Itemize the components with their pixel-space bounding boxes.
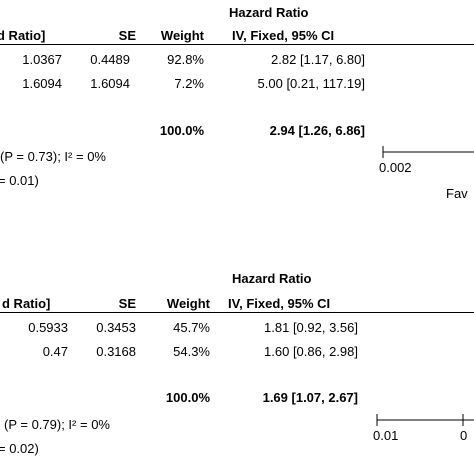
bottom-col-ci: IV, Fixed, 95% CI [228, 296, 331, 311]
bottom-header-rule [0, 312, 474, 313]
bottom-total-weight: 100.0% [165, 390, 210, 405]
bottom-row1-loghr: 0.5933 [28, 320, 68, 335]
bottom-row2-se: 0.3168 [96, 344, 136, 359]
bottom-row2-ci: 1.60 [0.86, 2.98] [264, 344, 358, 359]
top-row2-loghr: 1.6094 [22, 76, 62, 91]
top-overall-effect: = 0.01) [0, 173, 39, 188]
top-total-ci: 2.94 [1.26, 6.86] [269, 123, 365, 138]
bottom-row2-loghr: 0.47 [42, 344, 68, 359]
bottom-tick-label-2: 0 [460, 428, 467, 443]
top-row1-ci: 2.82 [1.17, 6.80] [271, 52, 365, 67]
bottom-heterogeneity: (P = 0.79); I² = 0% [4, 417, 110, 432]
top-col-se: SE [118, 28, 136, 43]
bottom-col-se: SE [118, 296, 136, 311]
bottom-row1-ci: 1.81 [0.92, 3.56] [264, 320, 358, 335]
bottom-row2-weight: 54.3% [173, 344, 210, 359]
bottom-col-weight: Weight [166, 296, 210, 311]
bottom-overall-effect: = 0.02) [0, 441, 39, 456]
top-col-estimate: d Ratio] [0, 28, 46, 43]
bottom-row1-se: 0.3453 [96, 320, 136, 335]
top-col-ci: IV, Fixed, 95% CI [232, 28, 335, 43]
top-row1-se: 0.4489 [90, 52, 130, 67]
top-tick-label: 0.002 [379, 160, 412, 175]
top-heterogeneity: (P = 0.73); I² = 0% [0, 149, 106, 164]
bottom-row1-weight: 45.7% [173, 320, 210, 335]
top-row2-weight: 7.2% [174, 76, 204, 91]
top-total-weight: 100.0% [159, 123, 204, 138]
top-row2-ci: 5.00 [0.21, 117.19] [257, 76, 365, 91]
bottom-total-ci: 1.69 [1.07, 2.67] [262, 390, 358, 405]
top-col-weight: Weight [160, 28, 204, 43]
top-header-rule [0, 44, 474, 45]
top-favours-label: Fav [446, 186, 468, 201]
bottom-header-group: Hazard Ratio [232, 271, 312, 286]
bottom-forest-axis: 0.01 0 [373, 414, 474, 443]
top-row1-loghr: 1.0367 [22, 52, 62, 67]
top-row1-weight: 92.8% [167, 52, 204, 67]
top-header-group: Hazard Ratio [229, 5, 309, 20]
top-row2-se: 1.6094 [90, 76, 130, 91]
top-forest-axis: 0.002 [379, 146, 474, 175]
bottom-tick-label: 0.01 [373, 428, 398, 443]
bottom-col-estimate: d Ratio] [2, 296, 51, 311]
